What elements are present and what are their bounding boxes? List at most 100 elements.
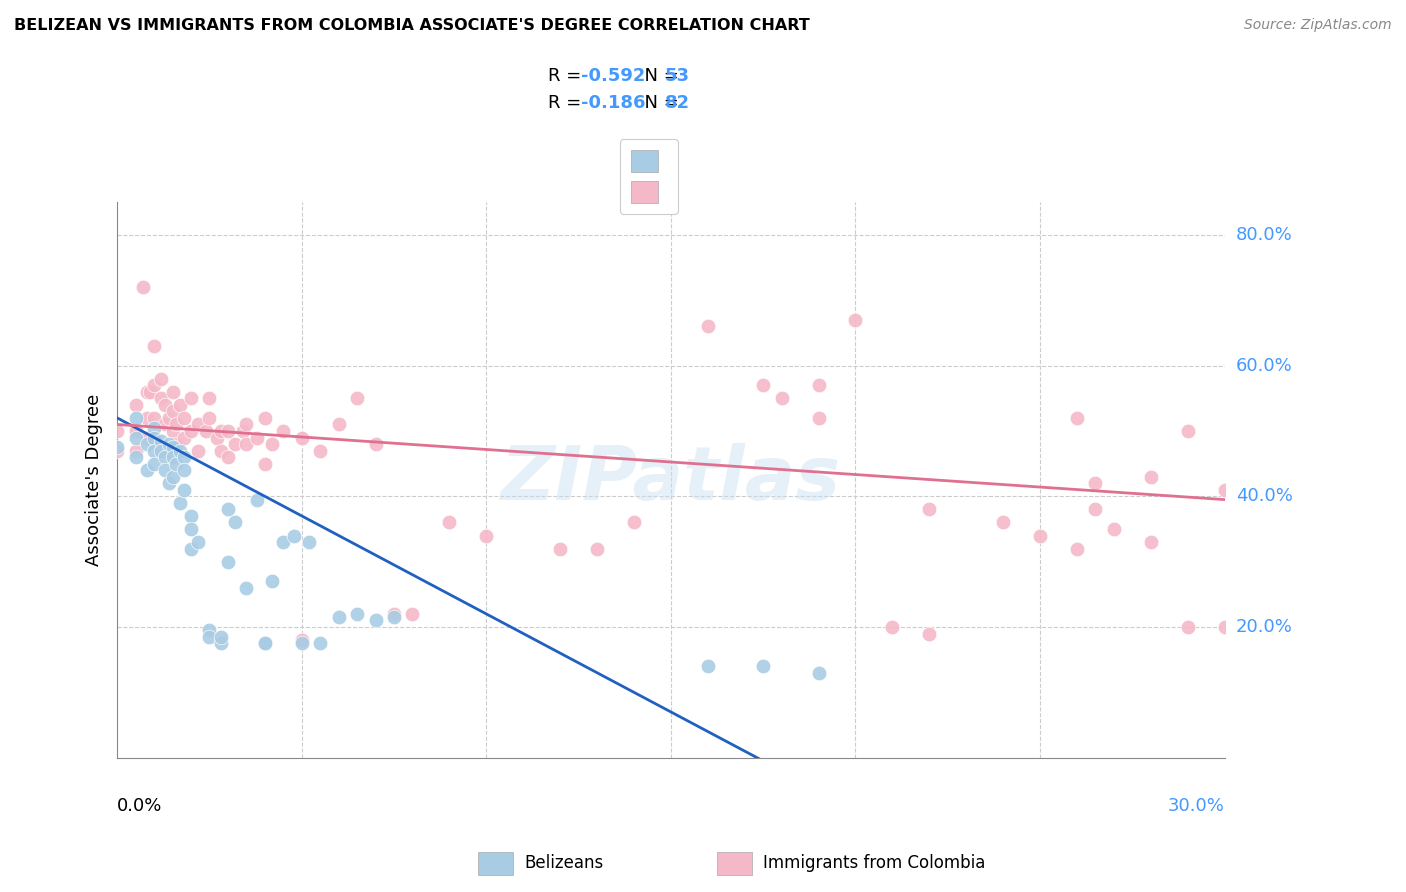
Point (135, 463, 157, 477)
Point (162, 469, 184, 483)
Point (1177, 620, 1199, 634)
Point (918, 502, 941, 516)
Text: 53: 53 (665, 67, 690, 85)
Point (153, 463, 176, 477)
Text: Belizeans: Belizeans (524, 855, 603, 872)
Point (1066, 411, 1088, 425)
Point (132, 280, 155, 294)
Point (807, 378, 830, 392)
Point (217, 424, 239, 438)
Point (328, 610, 350, 624)
Point (1066, 541, 1088, 556)
Point (153, 417, 176, 432)
Point (143, 378, 166, 392)
Point (253, 636, 276, 650)
Point (224, 437, 246, 451)
Text: 0.0%: 0.0% (117, 797, 163, 814)
Point (157, 437, 180, 451)
Point (309, 443, 332, 458)
Point (198, 392, 221, 406)
Point (180, 392, 202, 406)
Point (150, 443, 173, 458)
Point (124, 411, 146, 425)
Point (246, 492, 269, 507)
Point (180, 541, 202, 556)
Point (401, 607, 423, 621)
Point (246, 430, 269, 444)
Point (209, 443, 232, 458)
Point (844, 313, 866, 327)
Point (162, 404, 184, 418)
Point (475, 528, 498, 542)
Point (124, 430, 146, 444)
Point (1139, 535, 1161, 549)
Point (364, 437, 387, 451)
Point (124, 443, 146, 458)
Point (169, 398, 191, 412)
Point (291, 430, 314, 444)
Point (180, 424, 202, 438)
Point (1139, 469, 1161, 483)
Text: R =: R = (548, 94, 588, 112)
Text: 82: 82 (665, 94, 690, 112)
Point (165, 437, 187, 451)
Text: N =: N = (633, 94, 685, 112)
Point (198, 411, 221, 425)
Point (180, 522, 202, 536)
Text: 30.0%: 30.0% (1168, 797, 1225, 814)
Point (209, 424, 232, 438)
Point (271, 535, 294, 549)
Point (346, 392, 368, 406)
Point (217, 450, 239, 464)
Point (162, 450, 184, 464)
Point (696, 319, 718, 334)
Text: 40.0%: 40.0% (1236, 487, 1292, 506)
Point (262, 437, 284, 451)
Point (143, 457, 166, 471)
Point (153, 450, 176, 464)
Point (173, 463, 195, 477)
Point (198, 624, 221, 638)
Point (169, 496, 191, 510)
Point (173, 450, 195, 464)
Point (162, 440, 184, 454)
Point (1213, 620, 1236, 634)
Point (143, 411, 166, 425)
Point (346, 607, 368, 621)
Point (382, 610, 405, 624)
Point (187, 535, 209, 549)
Point (105, 440, 128, 454)
Point (187, 417, 209, 432)
Point (162, 384, 184, 399)
Point (291, 633, 314, 648)
Text: 20.0%: 20.0% (1236, 618, 1292, 636)
Point (232, 424, 254, 438)
Point (124, 424, 146, 438)
Point (1084, 476, 1107, 491)
Point (165, 417, 187, 432)
Point (807, 411, 830, 425)
Point (135, 384, 157, 399)
Text: N =: N = (633, 67, 685, 85)
Text: 60.0%: 60.0% (1236, 357, 1292, 375)
Point (235, 437, 257, 451)
Point (364, 614, 387, 628)
Text: -0.186: -0.186 (581, 94, 645, 112)
Point (169, 443, 191, 458)
Point (124, 398, 146, 412)
Text: Immigrants from Colombia: Immigrants from Colombia (763, 855, 986, 872)
Point (135, 411, 157, 425)
Point (157, 411, 180, 425)
Point (150, 372, 173, 386)
Point (173, 430, 195, 444)
Point (882, 620, 904, 634)
Point (283, 528, 305, 542)
Point (253, 636, 276, 650)
Text: Source: ZipAtlas.com: Source: ZipAtlas.com (1244, 18, 1392, 32)
Point (205, 430, 228, 444)
Point (328, 417, 350, 432)
Point (1084, 502, 1107, 516)
Point (139, 384, 162, 399)
Point (291, 636, 314, 650)
Point (224, 516, 246, 530)
